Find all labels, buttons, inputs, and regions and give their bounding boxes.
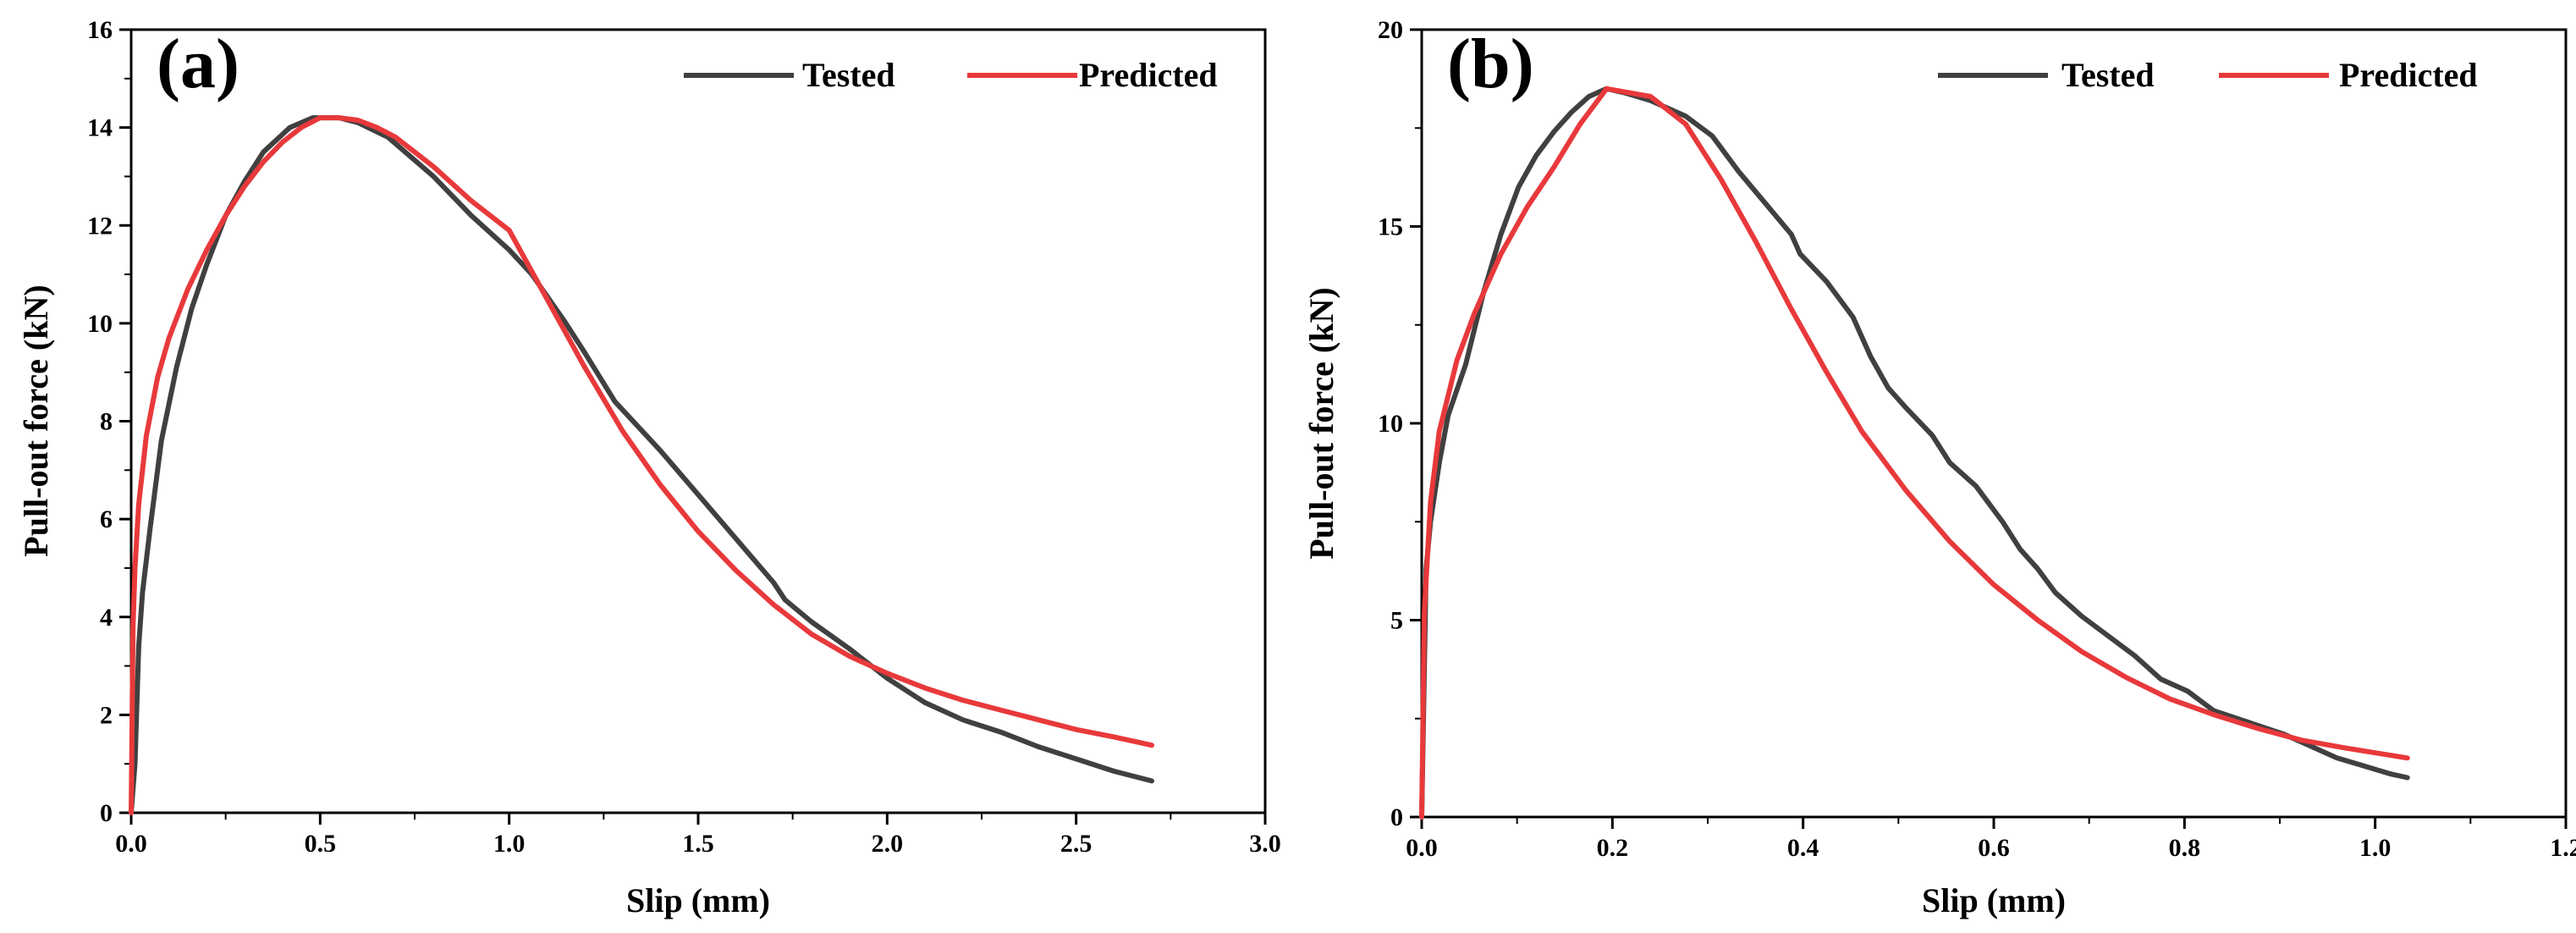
panel-b-y-tick-labels: 0 5 10 15 20: [1378, 16, 1403, 831]
panel-a-ticks: [119, 28, 1267, 825]
panel-b-x-axis-title: Slip (mm): [1922, 881, 2066, 919]
panel-a-x-tick-labels: 0.0 0.5 1.0 1.5 2.0 2.5 3.0: [115, 830, 1281, 858]
panel-a-y-axis-title: Pull-out force (kN): [17, 284, 55, 556]
panel-b-ticks: [1410, 28, 2568, 829]
panel-b-y-tick-label: 5: [1390, 607, 1403, 635]
panel-b-x-tick-label: 0.0: [1406, 834, 1438, 862]
panel-b-y-tick-label: 0: [1390, 803, 1403, 831]
panel-a-x-tick-label: 1.0: [493, 830, 526, 858]
panel-a-x-tick-label: 3.0: [1249, 830, 1281, 858]
panel-b-chart: 0.0 0.2 0.4 0.6 0.8 1.0 1.2 0 5 10 15 20 (b) Slip …: [1302, 16, 2576, 919]
panel-a-x-tick-label: 0.5: [305, 830, 337, 858]
panel-a-series-tested-line: [129, 115, 1154, 815]
panel-b-x-tick-label: 0.8: [2169, 834, 2201, 862]
panel-b-series: [1419, 86, 2410, 820]
panel-a-y-tick-label: 14: [87, 114, 113, 142]
panel-b-label: (b): [1447, 25, 1534, 103]
panel-b-x-tick-label: 0.6: [1978, 834, 2010, 862]
panel-b-legend-label-predicted: Predicted: [2339, 56, 2478, 94]
panel-a-x-tick-label: 2.5: [1060, 830, 1093, 858]
panel-b-x-tick-label: 1.2: [2550, 834, 2576, 862]
panel-a-x-tick-label: 1.5: [682, 830, 714, 858]
panel-b-series-predicted-line: [1419, 86, 2410, 820]
panel-b-y-tick-label: 20: [1378, 16, 1403, 44]
panel-b-y-axis-title: Pull-out force (kN): [1302, 287, 1340, 559]
panel-b-y-tick-label: 15: [1378, 213, 1403, 241]
panel-a-y-tick-label: 8: [100, 408, 113, 436]
panel-a-frame: [129, 28, 1267, 814]
panel-a-y-tick-label: 0: [100, 799, 113, 827]
panel-a-x-tick-label: 0.0: [115, 830, 147, 858]
panel-a-legend-label-tested: Tested: [802, 56, 895, 94]
panel-b-x-tick-labels: 0.0 0.2 0.4 0.6 0.8 1.0 1.2: [1406, 834, 2576, 862]
panel-a-x-axis-title: Slip (mm): [626, 881, 770, 919]
panel-a-label: (a): [157, 25, 239, 103]
panel-a-x-tick-label: 2.0: [872, 830, 904, 858]
panel-a-legend-label-predicted: Predicted: [1079, 56, 1218, 94]
panel-a-y-tick-label: 10: [87, 310, 113, 338]
panel-a-y-tick-label: 12: [87, 212, 113, 240]
panel-a-y-tick-label: 4: [100, 604, 113, 632]
panel-b-frame: [1420, 28, 2568, 819]
panel-a-legend: Tested Predicted: [684, 56, 1218, 94]
panel-b-x-tick-label: 0.2: [1597, 834, 1629, 862]
panel-a-y-tick-label: 2: [100, 701, 113, 729]
panel-b-series-tested-line: [1419, 86, 2410, 820]
panel-b-y-tick-label: 10: [1378, 410, 1403, 438]
panel-a-series-predicted-line: [129, 115, 1154, 815]
panel-a-y-tick-label: 16: [87, 16, 113, 44]
panel-b-x-tick-label: 1.0: [2359, 834, 2392, 862]
panel-b-x-tick-label: 0.4: [1787, 834, 1819, 862]
panel-b-legend-label-tested: Tested: [2061, 56, 2155, 94]
panel-a-y-tick-labels: 0 2 4 6 8 10 12 14 16: [87, 16, 113, 827]
panel-a-series: [129, 115, 1154, 815]
panel-a-y-tick-label: 6: [100, 505, 113, 533]
panel-b-legend: Tested Predicted: [1938, 56, 2478, 94]
